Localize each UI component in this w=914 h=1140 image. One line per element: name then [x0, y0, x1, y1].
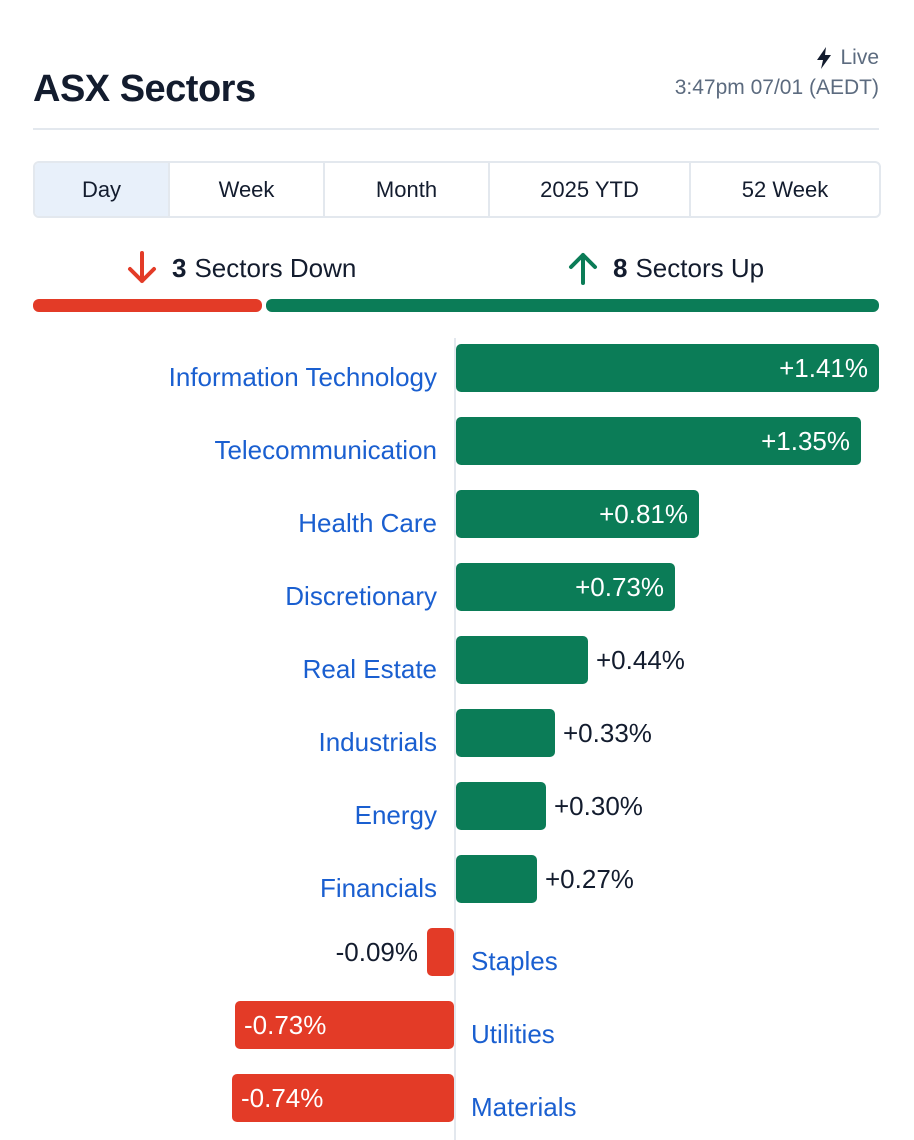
tab-52-week[interactable]: 52 Week [741, 176, 829, 202]
bar-discretionary[interactable] [456, 563, 675, 611]
live-indicator: Live [816, 46, 879, 70]
bar-materials[interactable] [232, 1074, 454, 1122]
bar-staples[interactable] [427, 928, 454, 976]
sectors-down-bar [33, 299, 262, 312]
sectors-up-count: 8 [613, 252, 628, 283]
sectors-down-label: Sectors Down [194, 252, 357, 283]
category-label-telecommunication[interactable]: Telecommunication [214, 435, 437, 465]
category-label-staples[interactable]: Staples [471, 946, 558, 976]
bar-utilities[interactable] [235, 1001, 454, 1049]
sectors-up-summary: 8 Sectors Up [567, 246, 764, 290]
category-label-industrials[interactable]: Industrials [319, 727, 438, 757]
tab-2025-ytd[interactable]: 2025 YTD [490, 163, 691, 216]
tab-month[interactable]: Month [325, 163, 490, 216]
category-label-information-technology[interactable]: Information Technology [169, 362, 437, 392]
bar-telecommunication[interactable] [456, 417, 861, 465]
arrow-up-icon [569, 253, 597, 285]
category-label-energy[interactable]: Energy [355, 800, 437, 830]
value-label-energy: +0.30% [554, 791, 643, 821]
sectors-up-label: Sectors Up [635, 252, 765, 283]
live-label: Live [840, 46, 879, 69]
value-label-industrials: +0.33% [563, 718, 652, 748]
value-label-discretionary: +0.73% [575, 572, 664, 602]
value-label-telecommunication: +1.35% [761, 426, 850, 456]
value-label-utilities: -0.73% [244, 1010, 326, 1040]
arrow-down-icon [128, 251, 156, 283]
bar-industrials[interactable] [456, 709, 555, 757]
value-label-health-care: +0.81% [599, 499, 688, 529]
value-label-materials: -0.74% [241, 1083, 323, 1113]
value-label-financials: +0.27% [545, 864, 634, 894]
sector-bar-chart: Information Technology +1.41% Telecommunic… [169, 338, 879, 1140]
bar-health-care[interactable] [456, 490, 699, 538]
category-label-health-care[interactable]: Health Care [298, 508, 437, 538]
bar-financials[interactable] [456, 855, 537, 903]
category-label-materials[interactable]: Materials [471, 1092, 576, 1122]
bar-energy[interactable] [456, 782, 546, 830]
category-label-discretionary[interactable]: Discretionary [285, 581, 437, 611]
tab-week[interactable]: Week [170, 163, 325, 216]
sectors-down-count: 3 [172, 252, 187, 283]
period-tabs: Day Week Month 2025 YTD 52 Week [33, 161, 881, 218]
lightning-icon [817, 47, 832, 69]
category-label-utilities[interactable]: Utilities [471, 1019, 555, 1049]
page-title: ASX Sectors [33, 68, 256, 110]
tab-day[interactable]: Day [35, 163, 170, 216]
value-label-information-technology: +1.41% [779, 353, 868, 383]
category-label-financials[interactable]: Financials [320, 873, 437, 903]
value-label-staples: -0.09% [336, 937, 418, 967]
category-label-real-estate[interactable]: Real Estate [303, 654, 437, 684]
value-label-real-estate: +0.44% [596, 645, 685, 675]
sectors-down-summary: 3 Sectors Down [126, 246, 356, 290]
timestamp: 3:47pm 07/01 (AEDT) [674, 76, 879, 99]
sectors-up-bar [266, 299, 879, 312]
bar-information-technology[interactable] [456, 344, 879, 392]
header: ASX Sectors Live 3:47pm 07/01 (AEDT) [33, 40, 879, 130]
bar-real-estate[interactable] [456, 636, 588, 684]
